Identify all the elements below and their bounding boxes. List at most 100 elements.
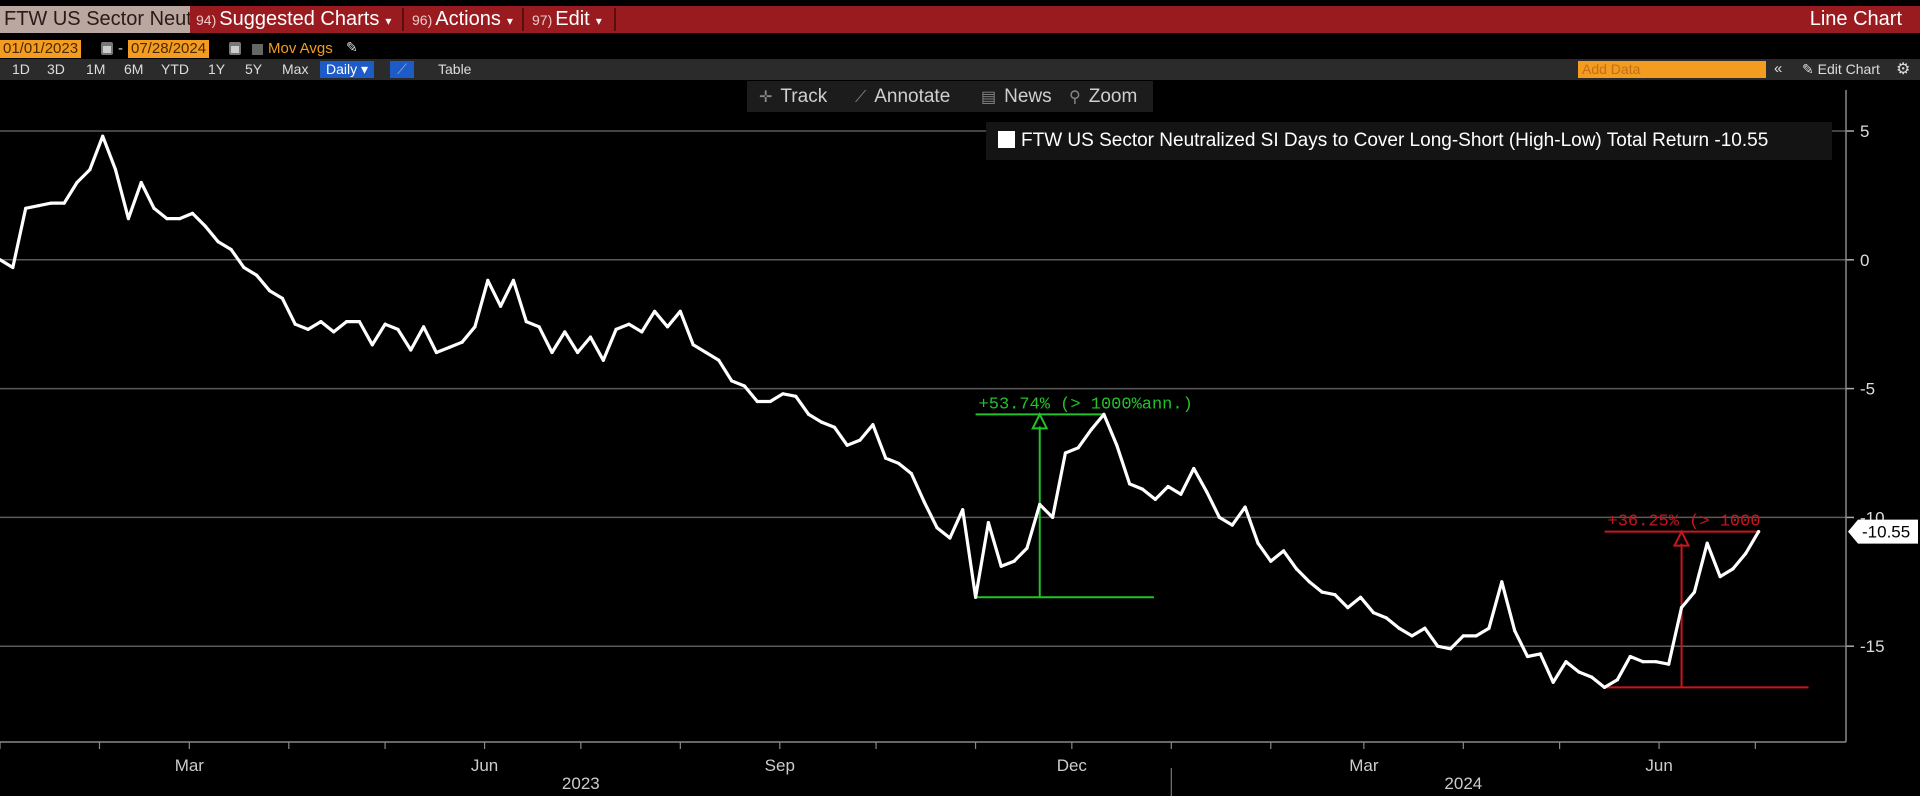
data-point[interactable] [1654,660,1658,664]
data-point[interactable] [165,217,169,221]
period-1d-button[interactable]: 1D [12,61,30,77]
data-point[interactable] [1615,678,1619,682]
data-point[interactable] [1333,593,1337,597]
data-point[interactable] [1397,626,1401,630]
data-point[interactable] [190,211,195,215]
data-point[interactable] [1461,634,1465,638]
data-point[interactable] [126,217,130,221]
data-point[interactable] [1153,497,1157,501]
data-point[interactable] [922,500,926,504]
table-button[interactable]: Table [438,61,472,77]
data-point[interactable] [884,456,888,460]
data-point[interactable] [511,278,515,282]
data-point[interactable] [152,206,156,210]
data-point[interactable] [1602,685,1607,690]
series-line[interactable] [0,134,1761,689]
add-data-input[interactable]: Add Data [1578,61,1766,78]
data-point[interactable] [1641,660,1645,664]
data-point[interactable] [203,224,207,228]
data-point[interactable] [36,204,41,208]
data-point[interactable] [1192,466,1196,471]
data-point[interactable] [563,330,567,334]
data-point[interactable] [665,325,670,329]
data-point[interactable] [640,330,644,334]
data-point[interactable] [1115,443,1119,447]
calendar-icon[interactable] [101,42,113,55]
data-point[interactable] [1487,626,1491,630]
data-point[interactable] [1089,428,1093,432]
data-point[interactable] [1256,541,1260,545]
data-point[interactable] [1474,634,1478,638]
data-point[interactable] [101,134,105,138]
data-point[interactable] [113,168,118,172]
data-point[interactable] [293,322,297,326]
data-point[interactable] [1667,662,1671,666]
data-point[interactable] [730,379,734,383]
data-point[interactable] [1166,484,1170,489]
data-point[interactable] [858,438,862,442]
data-point[interactable] [229,247,233,252]
period-1y-button[interactable]: 1Y [208,61,226,77]
data-point[interactable] [1025,546,1029,550]
data-point[interactable] [1448,647,1453,651]
end-date-field[interactable]: 07/28/2024 [128,40,210,58]
start-date-field[interactable]: 01/01/2023 [0,40,82,58]
line-style-button[interactable]: ⟋ [390,61,414,78]
data-point[interactable] [422,325,426,329]
data-point[interactable] [1564,660,1568,664]
data-point[interactable] [370,343,374,347]
data-point[interactable] [794,394,798,398]
zoom-button[interactable]: ⚲ Zoom [1069,81,1137,112]
data-point[interactable] [1551,680,1555,684]
edit-menu[interactable]: 97) Edit ▾ [532,6,602,33]
data-point[interactable] [1423,626,1427,630]
data-point[interactable] [11,265,15,270]
data-point[interactable] [447,345,451,349]
data-point[interactable] [178,217,182,221]
data-point[interactable] [1384,616,1388,620]
mov-avgs-checkbox[interactable] [252,44,263,55]
data-point[interactable] [961,508,965,512]
data-point[interactable] [717,358,721,362]
data-point[interactable] [24,206,28,210]
frequency-dropdown[interactable]: Daily ▾ [320,61,375,78]
data-point[interactable] [255,273,259,277]
data-point[interactable] [268,289,272,293]
chart-type-label[interactable]: Line Chart [1809,8,1902,30]
data-point[interactable] [434,350,438,355]
data-point[interactable] [75,180,79,185]
news-button[interactable]: ▤ News [981,81,1052,112]
data-point[interactable] [216,240,220,244]
data-point[interactable] [332,330,336,334]
data-point[interactable] [678,309,682,313]
data-point[interactable] [1371,611,1376,615]
data-point[interactable] [0,258,2,262]
data-point[interactable] [1744,551,1748,556]
period-1m-button[interactable]: 1M [86,61,106,77]
data-point[interactable] [1063,451,1067,455]
data-point[interactable] [1307,580,1311,584]
data-point[interactable] [1346,606,1350,610]
data-point[interactable] [948,536,952,540]
data-point[interactable] [819,420,824,424]
track-button[interactable]: ✛ Track [759,81,827,112]
data-point[interactable] [1525,654,1530,659]
data-point[interactable] [588,335,593,339]
period-6m-button[interactable]: 6M [124,61,144,77]
data-point[interactable] [1205,490,1209,494]
data-point[interactable] [871,423,875,427]
data-point[interactable] [807,412,811,416]
data-point[interactable] [768,399,772,404]
data-point[interactable] [1076,446,1080,450]
data-point[interactable] [1012,559,1016,563]
data-point[interactable] [1140,487,1144,491]
data-point[interactable] [1038,502,1042,507]
data-point[interactable] [460,340,464,344]
data-point[interactable] [576,350,580,355]
collapse-icon[interactable]: « [1774,60,1783,77]
data-point[interactable] [601,358,605,362]
data-point[interactable] [974,595,978,599]
data-point[interactable] [1500,580,1504,584]
data-point[interactable] [1128,482,1132,486]
pencil-icon[interactable]: ✎ [346,39,358,55]
